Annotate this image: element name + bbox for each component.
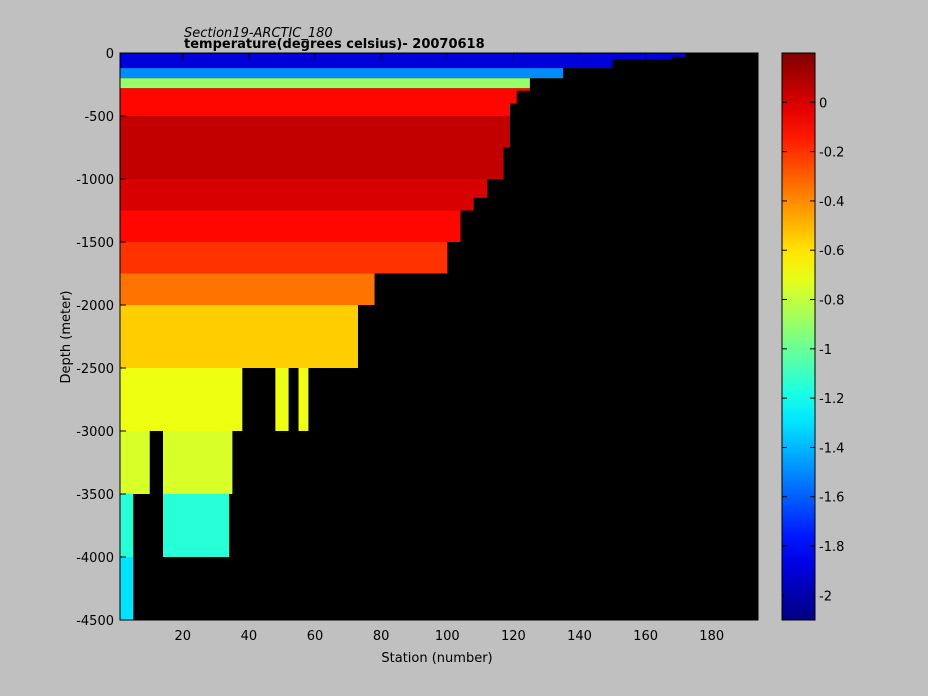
colorbar-tick-label: -0.8 — [819, 294, 844, 309]
x-axis-ticks: 20 40 60 80 100 120 140 160 180 — [175, 53, 724, 644]
y-axis-ticks: 0 -500 -1000 -1500 -2000 -2500 -3000 -3500 -4000… — [76, 47, 758, 629]
y-tick-label: 0 — [106, 47, 114, 62]
colorbar-tick-label: -1 — [819, 343, 832, 358]
y-tick-label: -1500 — [76, 236, 114, 251]
temperature-layer — [120, 68, 758, 79]
x-tick-label: 20 — [175, 629, 192, 644]
colorbar-frame — [781, 52, 816, 621]
x-tick-label: 80 — [373, 629, 390, 644]
colorbar-tick-label: -0.4 — [819, 195, 844, 210]
plot-frame — [119, 52, 759, 621]
seafloor-mask — [120, 53, 758, 620]
x-tick-label: 100 — [435, 629, 460, 644]
y-tick-label: -3000 — [76, 425, 114, 440]
y-tick-label: -3500 — [76, 488, 114, 503]
y-tick-label: -4000 — [76, 551, 114, 566]
temperature-layer — [120, 78, 758, 89]
x-tick-label: 120 — [501, 629, 526, 644]
colorbar-fill — [782, 53, 815, 620]
heatmap-plot-area — [119, 52, 759, 621]
x-axis-label: Station (number) — [381, 651, 492, 666]
colorbar-tick-label: -1.6 — [819, 491, 844, 506]
chart-title: Section19-ARCTIC_180 — [184, 26, 333, 41]
colorbar-tick-label: -1.2 — [819, 392, 844, 407]
chart-subtitle: temperature(degrees celsius)- 20070618 — [184, 37, 485, 52]
x-tick-label: 40 — [241, 629, 258, 644]
temperature-layer — [120, 53, 758, 69]
y-tick-label: -500 — [84, 110, 114, 125]
y-tick-label: -4500 — [76, 614, 114, 629]
y-axis-label: Depth (meter) — [59, 291, 74, 384]
colorbar-tick-label: -0.2 — [819, 146, 844, 161]
y-tick-label: -1000 — [76, 173, 114, 188]
y-tick-label: -2000 — [76, 299, 114, 314]
colorbar-tick-label: 0 — [819, 96, 827, 111]
colorbar-ticks: 0 -0.2 -0.4 -0.6 -0.8 -1 -1.2 -1.4 -1.6 -1.8 -2 — [782, 96, 844, 604]
x-tick-label: 60 — [307, 629, 324, 644]
y-tick-label: -2500 — [76, 362, 114, 377]
x-tick-label: 140 — [567, 629, 592, 644]
colorbar: 0 -0.2 -0.4 -0.6 -0.8 -1 -1.2 -1.4 -1.6 -1.8 -2 — [781, 52, 844, 621]
colorbar-tick-label: -1.4 — [819, 441, 844, 456]
colorbar-tick-label: -1.8 — [819, 540, 844, 555]
x-tick-label: 160 — [633, 629, 658, 644]
colorbar-tick-label: -0.6 — [819, 244, 844, 259]
x-tick-label: 180 — [699, 629, 724, 644]
colorbar-tick-label: -2 — [819, 589, 832, 604]
